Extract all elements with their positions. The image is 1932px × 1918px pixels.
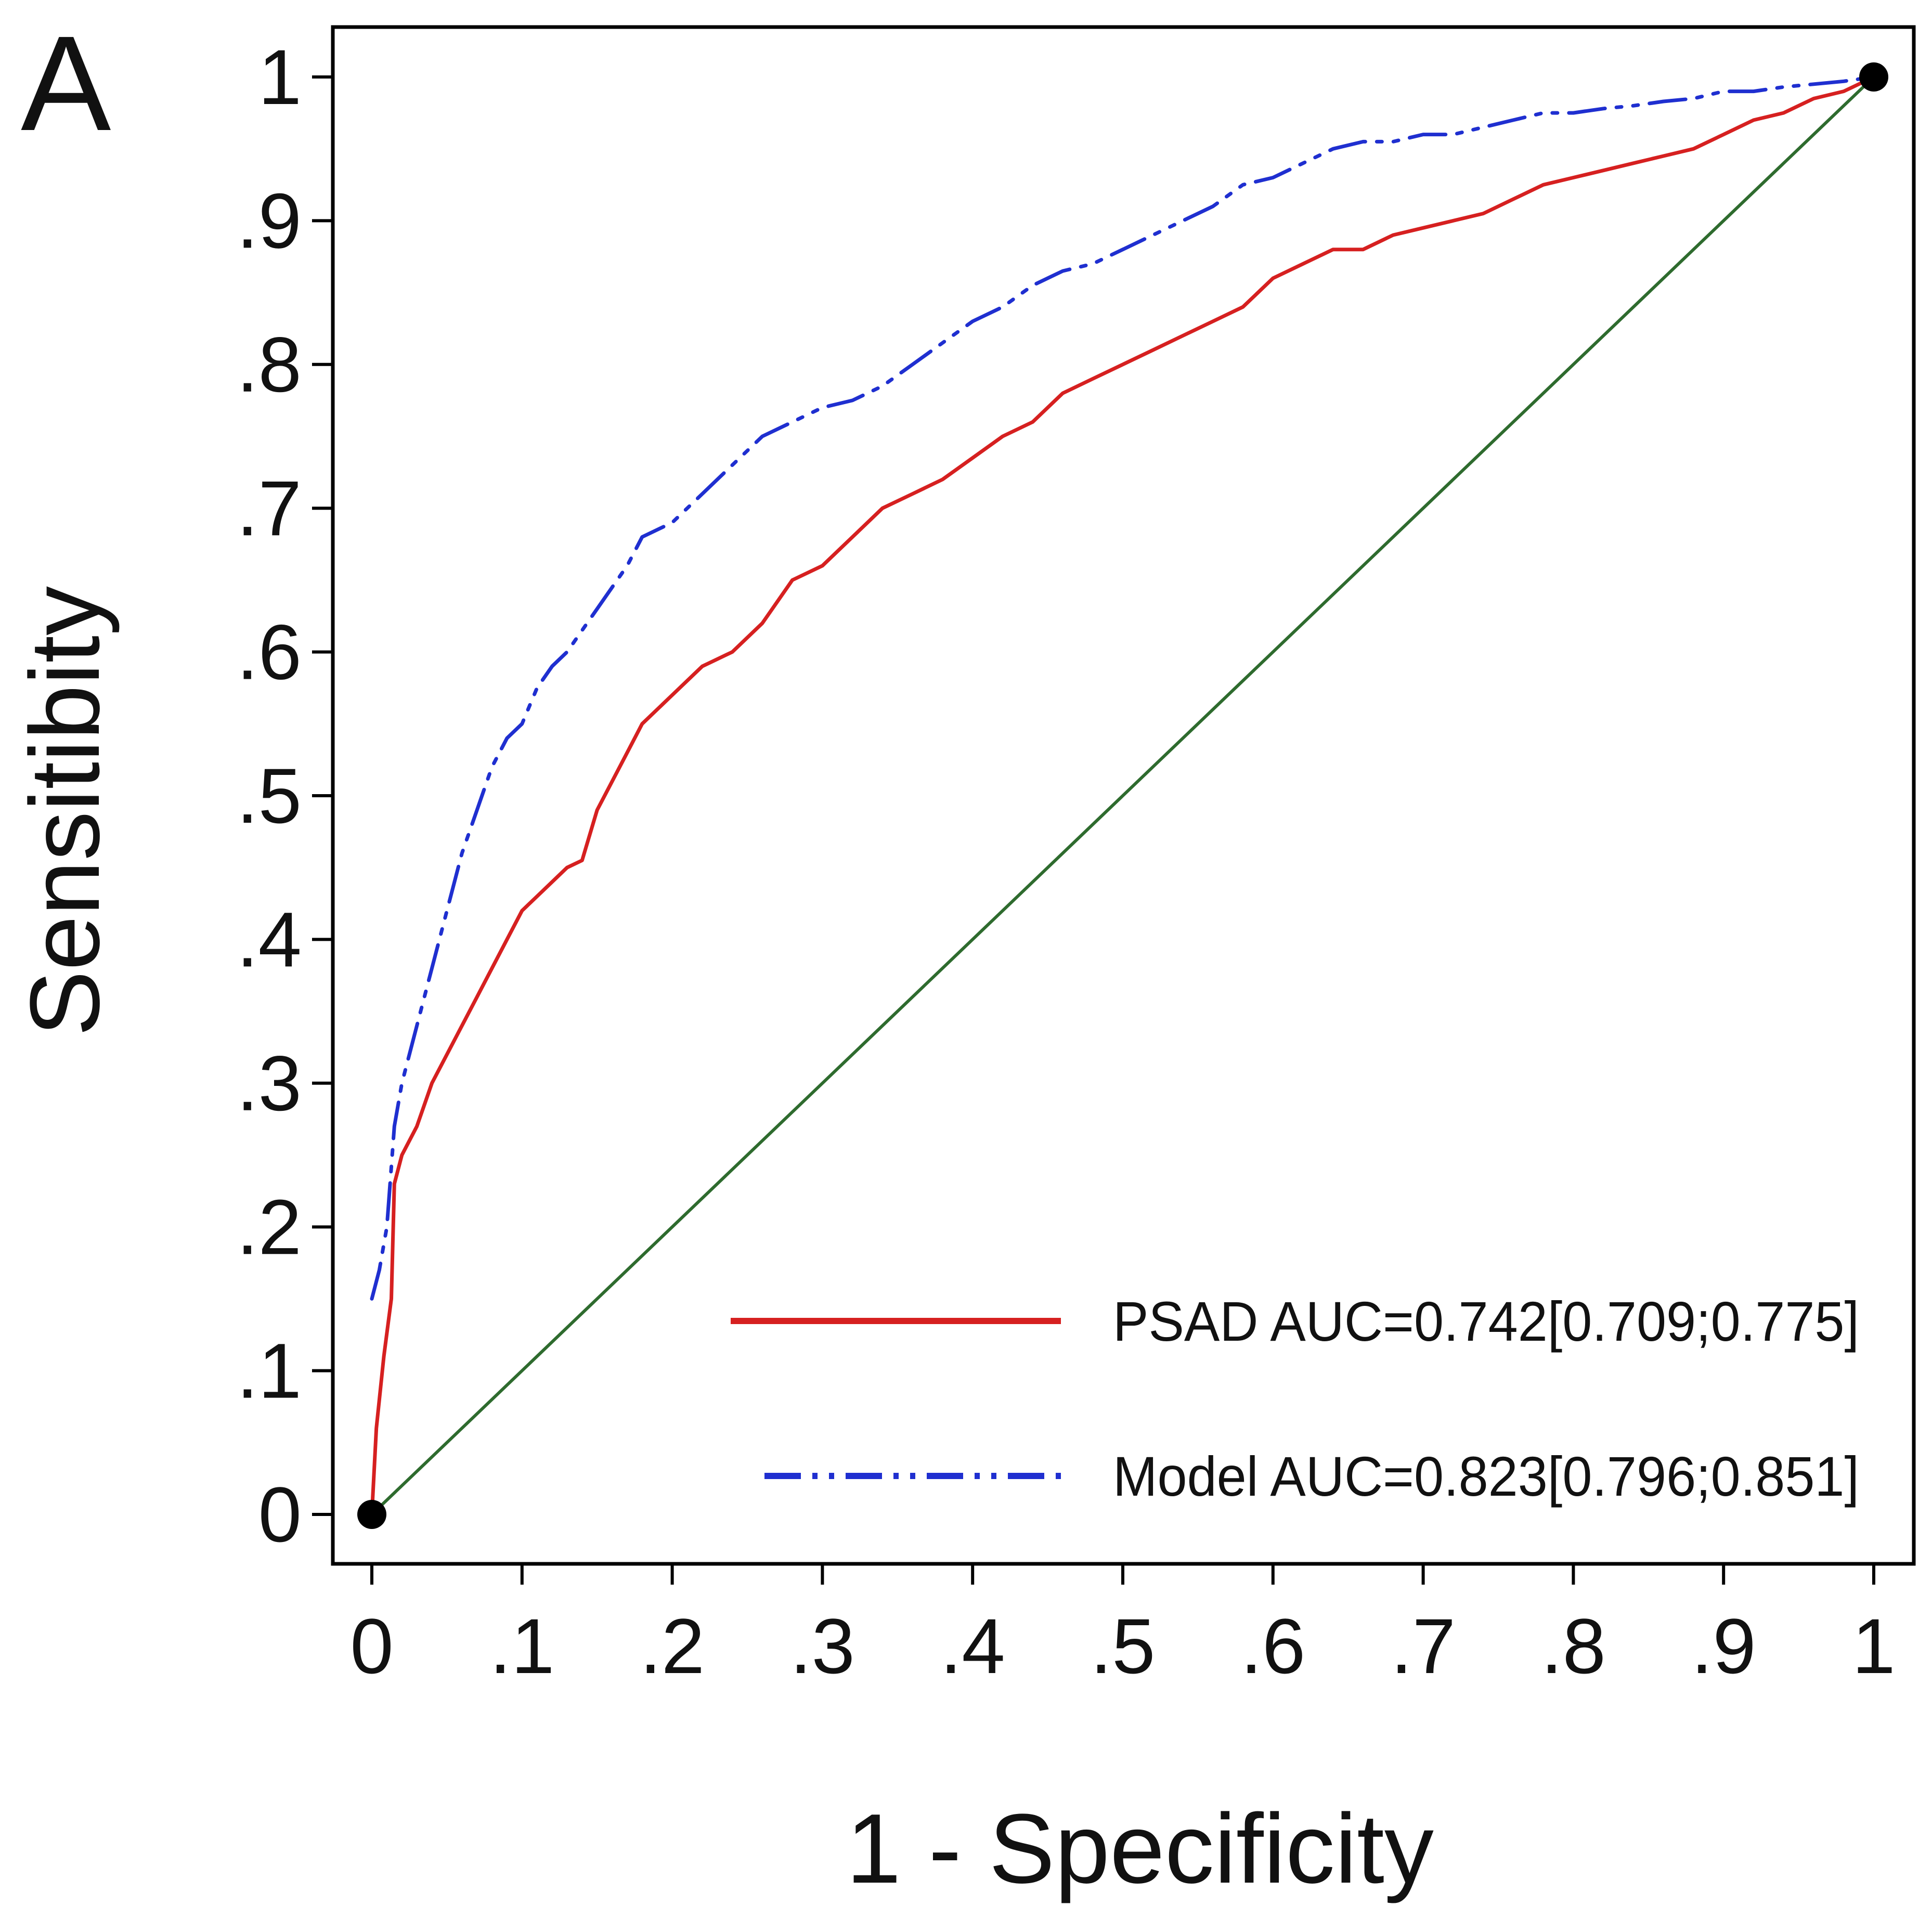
x-tick-label: .5 (1090, 1602, 1155, 1690)
endpoint-marker-0 (357, 1500, 386, 1529)
y-tick-label: .1 (237, 1327, 302, 1415)
y-axis-label: Sensitibity (10, 586, 120, 1036)
legend-label-model: Model AUC=0.823[0.796;0.851] (1113, 1445, 1859, 1508)
x-axis-label: 1 - Specificity (846, 1794, 1434, 1904)
x-tick-label: 1 (1852, 1602, 1895, 1690)
panel-label: A (21, 8, 112, 159)
y-axis: 0 .1 .2 .3 .4 .5 .6 .7 .8 .9 1 (237, 33, 333, 1558)
x-tick-label: .3 (790, 1602, 855, 1690)
y-tick-label: 0 (258, 1471, 302, 1558)
y-tick-label: .7 (237, 464, 302, 552)
x-tick-label: 0 (350, 1602, 393, 1690)
series-line-model (370, 75, 1876, 1301)
x-tick-label: .2 (640, 1602, 705, 1690)
series-line-psad (370, 75, 1876, 1517)
x-tick-label: .6 (1240, 1602, 1305, 1690)
y-tick-label: .2 (237, 1183, 302, 1271)
endpoint-marker-1 (1859, 62, 1888, 92)
plot-area (357, 62, 1888, 1529)
series-line-reference (370, 75, 1875, 1516)
y-tick-label: .8 (237, 321, 302, 408)
legend: PSAD AUC=0.742[0.709;0.775] Model AUC=0.… (731, 1290, 1859, 1508)
x-tick-label: .7 (1391, 1602, 1456, 1690)
x-tick-label: .9 (1691, 1602, 1756, 1690)
x-tick-label: .8 (1541, 1602, 1606, 1690)
y-tick-label: .4 (237, 896, 302, 983)
y-tick-label: .5 (237, 752, 302, 839)
y-tick-label: .3 (237, 1040, 302, 1127)
x-axis: 0 .1 .2 .3 .4 .5 .6 .7 .8 .9 1 (350, 1564, 1896, 1690)
legend-label-psad: PSAD AUC=0.742[0.709;0.775] (1113, 1290, 1859, 1353)
x-tick-label: .1 (489, 1602, 554, 1690)
y-tick-label: 1 (258, 33, 302, 121)
y-tick-label: .9 (237, 177, 302, 264)
x-tick-label: .4 (940, 1602, 1005, 1690)
y-tick-label: .6 (237, 608, 302, 696)
